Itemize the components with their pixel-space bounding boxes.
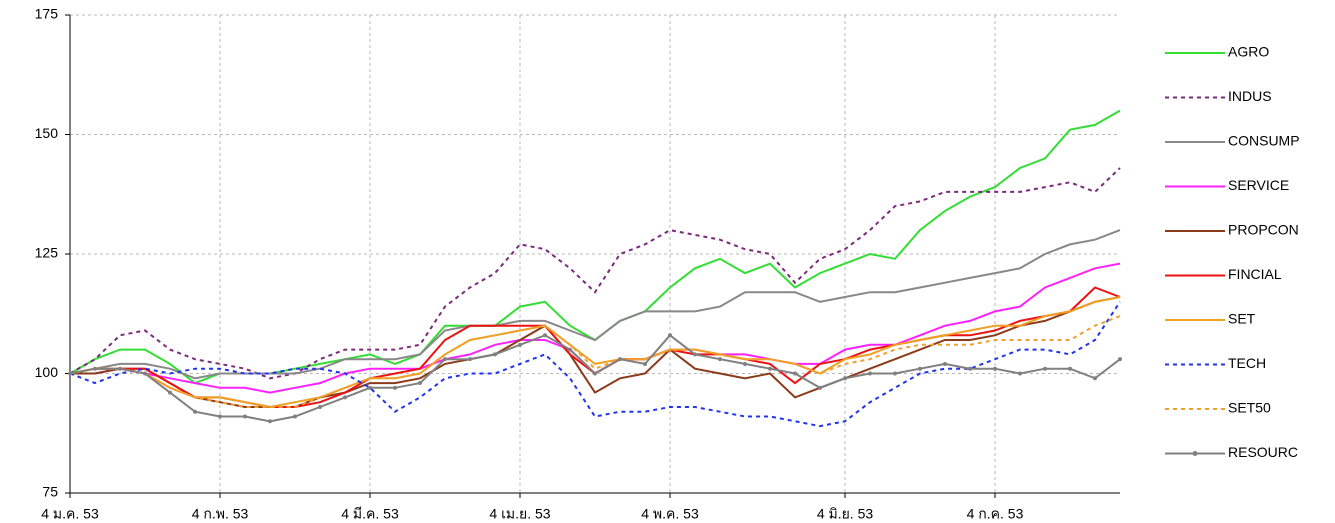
series-marker bbox=[68, 371, 72, 376]
series-marker bbox=[218, 414, 222, 419]
series-marker bbox=[918, 366, 922, 371]
series-marker bbox=[368, 385, 372, 390]
series-marker bbox=[968, 366, 972, 371]
y-tick-label: 100 bbox=[35, 364, 59, 380]
series-marker bbox=[768, 366, 772, 371]
series-marker bbox=[1093, 376, 1097, 381]
x-tick-label: 4 ม.ค. 53 bbox=[41, 506, 99, 522]
x-tick-label: 4 ก.ค. 53 bbox=[967, 506, 1024, 522]
series-marker bbox=[468, 357, 472, 362]
series-marker bbox=[168, 390, 172, 395]
legend-marker bbox=[1192, 451, 1198, 456]
series-marker bbox=[293, 414, 297, 419]
series-line bbox=[69, 167, 1121, 380]
series-marker bbox=[118, 366, 122, 371]
series-marker bbox=[1018, 371, 1022, 376]
series-marker bbox=[343, 395, 347, 400]
series-line bbox=[70, 296, 1121, 408]
series-marker bbox=[868, 371, 872, 376]
series-marker bbox=[443, 357, 447, 362]
series-marker bbox=[143, 371, 147, 376]
legend-label: INDUS bbox=[1228, 88, 1272, 104]
y-tick-label: 125 bbox=[35, 245, 59, 261]
series-line bbox=[69, 286, 1121, 408]
legend-label: PROPCON bbox=[1228, 222, 1299, 238]
series-marker bbox=[93, 366, 97, 371]
series-marker bbox=[818, 385, 822, 390]
series-marker bbox=[393, 385, 397, 390]
legend-label: CONSUMP bbox=[1228, 133, 1300, 149]
series-marker bbox=[543, 333, 547, 338]
series-marker bbox=[643, 361, 647, 366]
x-tick-label: 4 เม.ย. 53 bbox=[489, 506, 550, 522]
series-marker bbox=[243, 414, 247, 419]
series-marker bbox=[693, 352, 697, 357]
series-marker bbox=[518, 342, 522, 347]
series-marker bbox=[1043, 366, 1047, 371]
series-marker bbox=[1118, 357, 1122, 362]
series-marker bbox=[743, 361, 747, 366]
y-tick-label: 150 bbox=[35, 125, 59, 141]
series-marker bbox=[668, 333, 672, 338]
series-marker bbox=[418, 381, 422, 386]
series-marker bbox=[893, 371, 897, 376]
series-marker bbox=[268, 419, 272, 424]
series-marker bbox=[843, 376, 847, 381]
x-tick-label: 4 มี.ค. 53 bbox=[341, 506, 399, 522]
series-marker bbox=[943, 361, 947, 366]
series-line bbox=[69, 333, 1121, 423]
legend-label: TECH bbox=[1228, 355, 1266, 371]
y-tick-label: 175 bbox=[35, 6, 59, 22]
series-line bbox=[69, 109, 1121, 385]
series-line bbox=[69, 296, 1121, 409]
series-marker bbox=[193, 409, 197, 414]
series-marker bbox=[793, 371, 797, 376]
series-marker bbox=[568, 347, 572, 352]
series-marker bbox=[718, 357, 722, 362]
series-marker bbox=[618, 357, 622, 362]
series-marker bbox=[1068, 366, 1072, 371]
x-tick-label: 4 ก.พ. 53 bbox=[192, 506, 249, 522]
legend-label: SERVICE bbox=[1228, 177, 1289, 193]
series-marker bbox=[318, 404, 322, 409]
series-marker bbox=[993, 366, 997, 371]
legend-label: SET50 bbox=[1228, 400, 1271, 416]
series-line bbox=[69, 229, 1121, 380]
legend-label: SET bbox=[1228, 311, 1256, 327]
legend-label: FINCIAL bbox=[1228, 266, 1282, 282]
x-tick-label: 4 มิ.ย. 53 bbox=[817, 506, 874, 522]
legend-label: AGRO bbox=[1228, 44, 1269, 60]
x-tick-label: 4 พ.ค. 53 bbox=[641, 506, 699, 522]
y-tick-label: 75 bbox=[42, 484, 58, 500]
series-marker bbox=[593, 371, 597, 376]
legend-label: RESOURC bbox=[1228, 444, 1298, 460]
series-marker bbox=[493, 352, 497, 357]
